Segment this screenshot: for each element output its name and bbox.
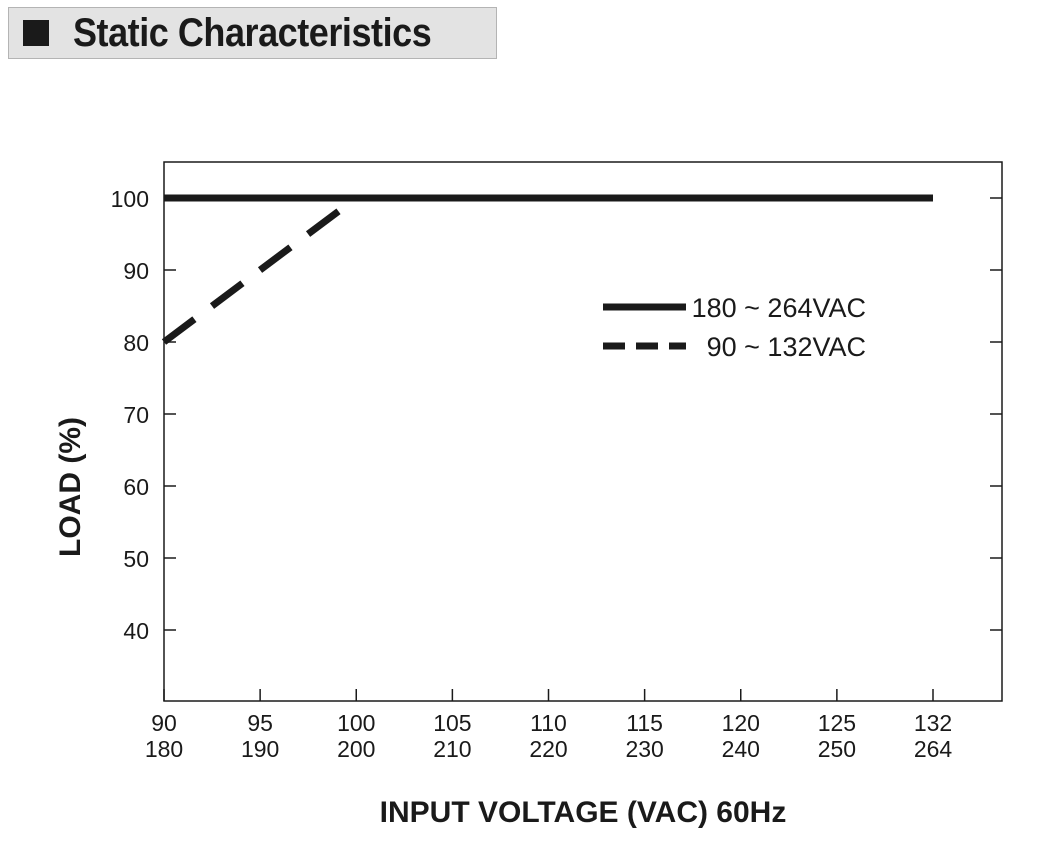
legend-label: 180 ~ 264VAC bbox=[692, 293, 866, 323]
y-tick-label: 60 bbox=[123, 474, 149, 500]
series-line-dashed bbox=[161, 195, 359, 345]
x-axis-label: INPUT VOLTAGE (VAC) 60Hz bbox=[380, 796, 787, 829]
x-tick-label-secondary: 264 bbox=[914, 736, 953, 762]
y-tick-label: 70 bbox=[123, 402, 149, 428]
y-axis-label: LOAD (%) bbox=[54, 417, 87, 557]
x-tick-label-secondary: 250 bbox=[818, 736, 856, 762]
x-tick-label-secondary: 210 bbox=[433, 736, 471, 762]
x-tick-label-primary: 105 bbox=[433, 710, 471, 736]
x-tick-label-primary: 110 bbox=[530, 710, 567, 736]
x-tick-label-primary: 120 bbox=[722, 710, 760, 736]
x-tick-label-secondary: 230 bbox=[625, 736, 663, 762]
plot-frame bbox=[163, 161, 1003, 702]
x-tick-label-primary: 125 bbox=[818, 710, 856, 736]
x-tick-label-secondary: 240 bbox=[722, 736, 760, 762]
x-tick-label-primary: 90 bbox=[151, 710, 177, 736]
x-tick-label-primary: 132 bbox=[914, 710, 952, 736]
x-tick-label-primary: 100 bbox=[337, 710, 375, 736]
y-tick-label: 90 bbox=[123, 258, 149, 284]
y-tick-label: 50 bbox=[123, 546, 149, 572]
x-tick-label-secondary: 200 bbox=[337, 736, 375, 762]
page-title: Static Characteristics bbox=[73, 10, 432, 55]
y-tick-label: 100 bbox=[111, 186, 149, 212]
y-tick-label: 40 bbox=[123, 618, 149, 644]
square-bullet-icon bbox=[23, 20, 49, 46]
x-tick-label-secondary: 220 bbox=[529, 736, 567, 762]
legend-label: 90 ~ 132VAC bbox=[707, 332, 866, 362]
x-tick-label-primary: 115 bbox=[626, 710, 663, 736]
x-tick-label-primary: 95 bbox=[247, 710, 273, 736]
title-bar: Static Characteristics bbox=[8, 7, 497, 59]
x-tick-label-secondary: 190 bbox=[241, 736, 279, 762]
x-tick-label-secondary: 180 bbox=[145, 736, 183, 762]
y-tick-label: 80 bbox=[123, 330, 149, 356]
